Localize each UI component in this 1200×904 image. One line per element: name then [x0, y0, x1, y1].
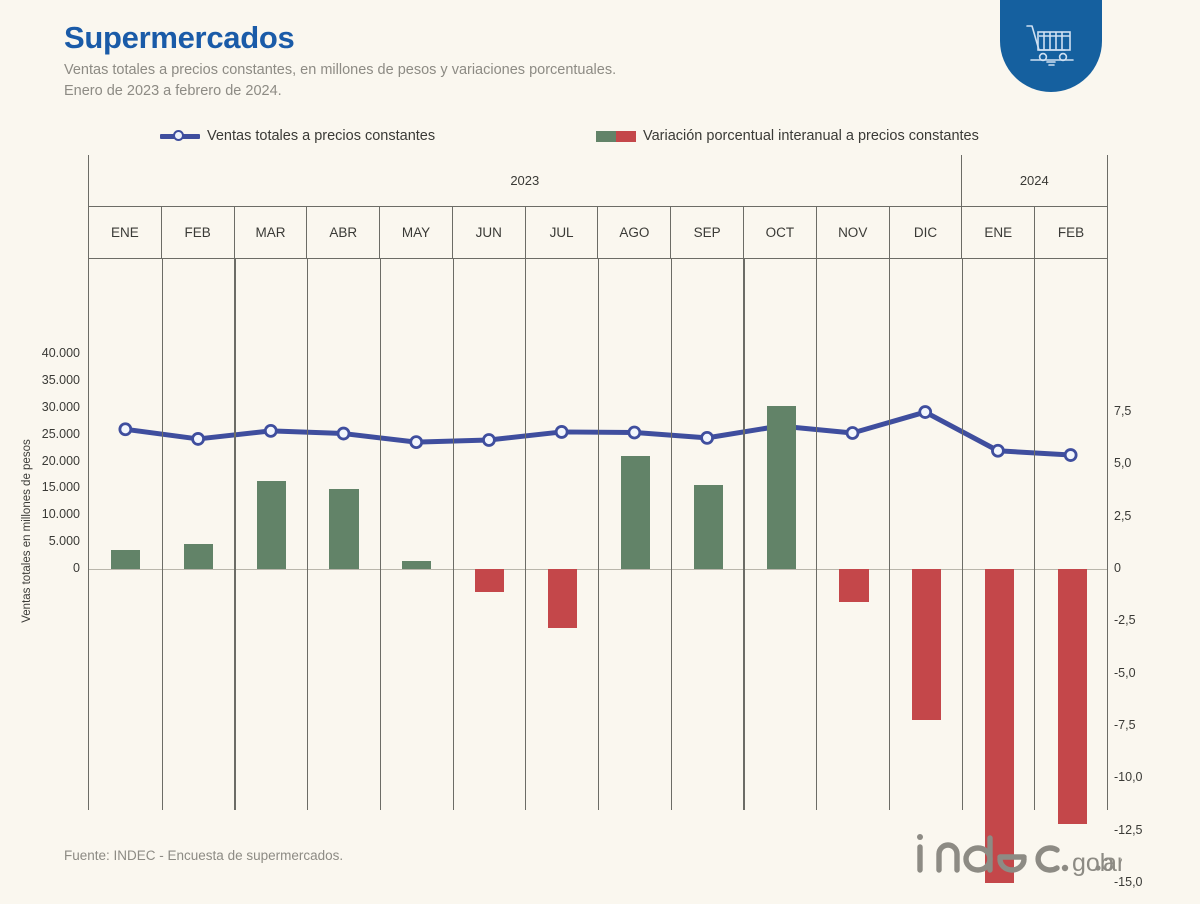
- column-divider: [961, 259, 963, 810]
- chart-legend: Ventas totales a precios constantes Vari…: [88, 128, 1108, 154]
- chart-header: Supermercados Ventas totales a precios c…: [64, 20, 824, 102]
- chart-plot-area: 2023 2024 ENE FEB MAR ABR MAY JUN JUL AGO SEP OCT N…: [88, 155, 1108, 883]
- line-point-ENE-12[interactable]: [991, 443, 1005, 458]
- bar-DIC-11[interactable]: [912, 569, 942, 720]
- page-subtitle: Ventas totales a precios constantes, en …: [64, 61, 617, 99]
- year-label-2023: 2023: [89, 155, 962, 206]
- line-point-JUL-6[interactable]: [554, 425, 569, 439]
- line-point-ENE-0[interactable]: [118, 422, 133, 437]
- legend-label-sales: Ventas totales a precios constantes: [207, 128, 436, 144]
- column-divider: [888, 259, 890, 810]
- year-header-row: 2023 2024: [89, 155, 1107, 207]
- column-divider: [670, 259, 672, 810]
- left-tick-20000: 20.000: [41, 453, 80, 468]
- line-point-JUN-5[interactable]: [482, 433, 496, 447]
- left-tick-35000: 35.000: [41, 372, 80, 387]
- left-axis: Ventas totales en millones de pesos 0 5.0…: [0, 155, 80, 810]
- shopping-cart-badge: [1000, 0, 1102, 92]
- month-label-8: SEP: [671, 207, 745, 258]
- bar-MAR-2[interactable]: [256, 481, 286, 569]
- month-label-13: FEB: [1057, 225, 1085, 240]
- month-label-1: FEB: [162, 207, 235, 258]
- right-axis: Variación porcentual interanual 7,55,02,…: [1114, 155, 1184, 889]
- column-divider: [743, 259, 745, 810]
- month-label-4: MAY: [380, 207, 453, 258]
- column-divider: [525, 259, 527, 810]
- left-tick-10000: 10.000: [41, 507, 80, 522]
- right-tick-7-5: 7,5: [1114, 404, 1132, 418]
- svg-text:gob: gob: [1072, 849, 1114, 876]
- svg-text:ar: ar: [1103, 849, 1122, 876]
- source-note: Fuente: INDEC - Encuesta de supermercado…: [64, 848, 344, 863]
- right-tick--7-5: -7,5: [1114, 718, 1136, 732]
- column-divider: [234, 259, 236, 810]
- left-tick-0: 0: [73, 561, 80, 575]
- bar-OCT-9[interactable]: [766, 405, 796, 569]
- line-point-MAY-4[interactable]: [409, 435, 424, 450]
- column-divider: [452, 259, 454, 810]
- month-label-11: DIC: [890, 207, 963, 258]
- bar-NOV-10[interactable]: [839, 569, 869, 603]
- left-tick-25000: 25.000: [41, 426, 80, 441]
- column-divider: [307, 259, 309, 810]
- bar-ABR-3[interactable]: [329, 489, 359, 569]
- month-label-5: JUN: [453, 207, 526, 258]
- right-tick--2-5: -2,5: [1114, 613, 1136, 628]
- column-divider: [161, 259, 163, 810]
- indec-logo[interactable]: gob ar: [912, 832, 1122, 876]
- chart-canvas: [89, 259, 1107, 883]
- bar-ENE-0[interactable]: [110, 550, 140, 569]
- line-point-AGO-7[interactable]: [627, 425, 642, 440]
- bar-FEB-13[interactable]: [1058, 569, 1088, 825]
- month-label-12: ENE: [962, 207, 1036, 258]
- column-divider: [1034, 259, 1036, 810]
- line-marker-icon: [160, 129, 200, 143]
- bar-SEP-8[interactable]: [693, 485, 723, 569]
- month-label-0: ENE: [89, 207, 162, 258]
- right-tick-5: 5,0: [1114, 456, 1132, 471]
- line-point-FEB-1[interactable]: [191, 432, 205, 446]
- month-label-3: ABR: [307, 207, 381, 258]
- bar-marker-icon: [596, 130, 636, 142]
- left-tick-40000: 40.000: [41, 346, 80, 360]
- page-title: Supermercados: [64, 20, 295, 55]
- month-label-10: NOV: [817, 207, 890, 258]
- column-divider: [816, 259, 818, 810]
- column-divider: [379, 259, 381, 810]
- right-tick-0: 0: [1114, 561, 1121, 575]
- line-point-NOV-10[interactable]: [845, 426, 860, 440]
- right-tick--12-5: -12,5: [1114, 822, 1143, 837]
- right-tick--10: -10,0: [1114, 770, 1143, 785]
- bar-JUL-6[interactable]: [548, 569, 578, 628]
- month-header-row: ENE FEB MAR ABR MAY JUN JUL AGO SEP OCT NOV DIC ENE F…: [89, 207, 1107, 259]
- line-point-MAR-2[interactable]: [263, 423, 278, 438]
- legend-item-variation[interactable]: Variación porcentual interanual a precio…: [596, 128, 979, 144]
- left-tick-5000: 5.000: [48, 534, 80, 549]
- left-axis-title: Ventas totales en millones de pesos: [21, 439, 33, 623]
- month-label-7: AGO: [598, 207, 672, 258]
- column-divider: [598, 259, 600, 810]
- right-tick-2-5: 2,5: [1114, 508, 1132, 523]
- right-tick--5: -5,0: [1114, 665, 1136, 680]
- left-tick-15000: 15.000: [41, 480, 80, 495]
- bar-ENE-12[interactable]: [985, 569, 1015, 883]
- line-point-DIC-11[interactable]: [918, 405, 933, 419]
- bar-MAY-4[interactable]: [402, 560, 432, 569]
- left-tick-30000: 30.000: [41, 399, 80, 414]
- bar-AGO-7[interactable]: [620, 455, 650, 569]
- line-point-ABR-3[interactable]: [336, 426, 351, 441]
- month-label-9: OCT: [744, 207, 817, 258]
- month-label-6: JUL: [526, 207, 599, 258]
- line-point-SEP-8[interactable]: [700, 430, 714, 445]
- bar-FEB-1[interactable]: [183, 543, 213, 569]
- legend-item-sales[interactable]: Ventas totales a precios constantes: [160, 128, 435, 144]
- bar-JUN-5[interactable]: [475, 569, 505, 593]
- month-label-2: MAR: [235, 207, 308, 258]
- right-tick--15: -15,0: [1114, 875, 1143, 889]
- legend-label-variation: Variación porcentual interanual a precio…: [643, 128, 979, 144]
- year-label-2024: 2024: [1019, 173, 1049, 188]
- line-point-FEB-13[interactable]: [1063, 448, 1078, 462]
